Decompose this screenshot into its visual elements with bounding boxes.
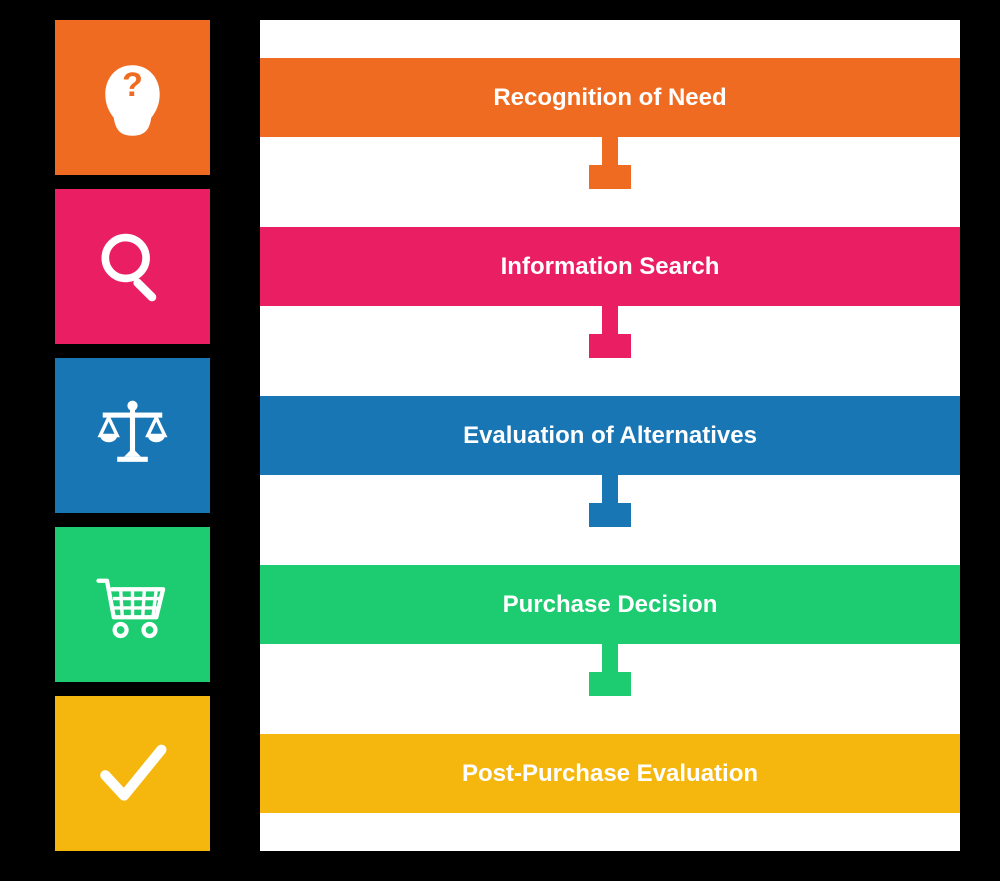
step-row-5: Post-Purchase Evaluation bbox=[55, 696, 960, 851]
icon-box-3 bbox=[55, 358, 210, 513]
icon-box-5 bbox=[55, 696, 210, 851]
step-label-4: Purchase Decision bbox=[260, 565, 960, 644]
icon-box-4 bbox=[55, 527, 210, 682]
scales-icon bbox=[90, 393, 175, 478]
cart-icon bbox=[90, 562, 175, 647]
step-label-5: Post-Purchase Evaluation bbox=[260, 734, 960, 813]
icon-box-1: ? bbox=[55, 20, 210, 175]
connector-4 bbox=[260, 682, 960, 696]
step-row-3: Evaluation of Alternatives bbox=[55, 358, 960, 513]
label-section-5: Post-Purchase Evaluation bbox=[260, 696, 960, 851]
magnify-icon bbox=[90, 224, 175, 309]
svg-text:?: ? bbox=[122, 66, 143, 104]
check-icon bbox=[90, 731, 175, 816]
connector-2 bbox=[260, 344, 960, 358]
process-flow-diagram: ? Recognition of Need Information Search bbox=[55, 20, 960, 861]
head-question-icon: ? bbox=[90, 55, 175, 140]
icon-box-2 bbox=[55, 189, 210, 344]
connector-3 bbox=[260, 513, 960, 527]
step-label-2: Information Search bbox=[260, 227, 960, 306]
step-row-2: Information Search bbox=[55, 189, 960, 344]
connector-1 bbox=[260, 175, 960, 189]
step-row-4: Purchase Decision bbox=[55, 527, 960, 682]
step-label-1: Recognition of Need bbox=[260, 58, 960, 137]
step-label-3: Evaluation of Alternatives bbox=[260, 396, 960, 475]
step-row-1: ? Recognition of Need bbox=[55, 20, 960, 175]
